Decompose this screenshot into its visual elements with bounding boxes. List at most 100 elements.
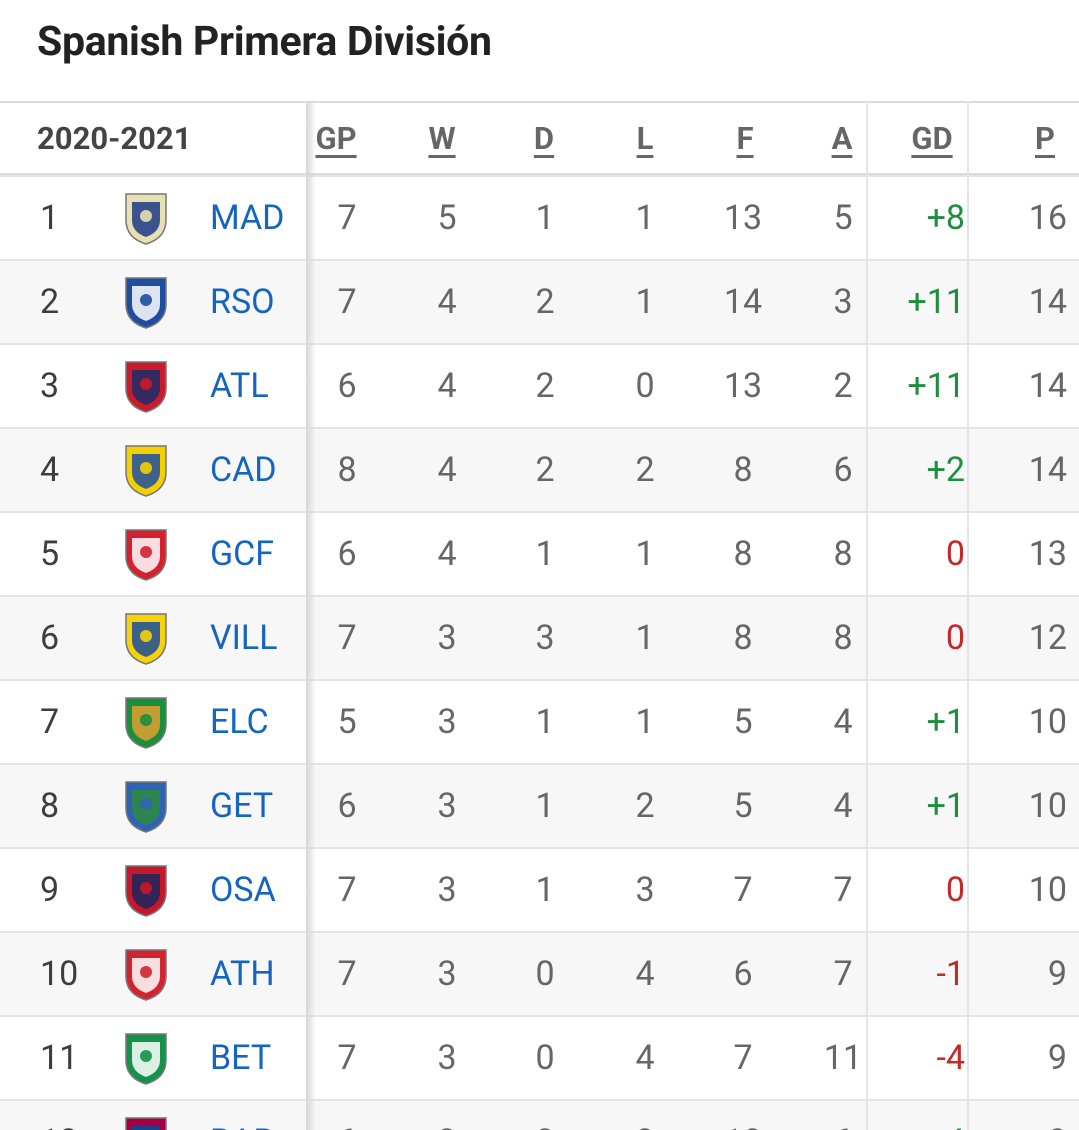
osasuna-crest-icon[interactable] (118, 849, 174, 931)
villarreal-crest-icon[interactable] (118, 597, 174, 679)
header-d[interactable]: D (533, 119, 555, 157)
betis-crest-icon[interactable] (118, 1017, 174, 1099)
stat-a: 7 (833, 954, 853, 994)
header-gp[interactable]: GP (315, 119, 357, 157)
rank: 2 (40, 282, 60, 322)
stat-gd: +8 (926, 198, 965, 238)
team-abbr-link[interactable]: CAD (210, 450, 277, 490)
stat-gd: 0 (945, 618, 965, 658)
real-madrid-crest-icon[interactable] (118, 177, 174, 259)
stat-gd: +1 (926, 786, 965, 826)
header-f[interactable]: F (736, 119, 754, 157)
stat-gp: 6 (337, 534, 357, 574)
stat-f: 8 (733, 618, 753, 658)
stat-gp: 7 (337, 198, 357, 238)
athletic-crest-icon[interactable] (118, 933, 174, 1015)
elche-crest-icon[interactable] (118, 681, 174, 763)
stat-gd: +11 (907, 282, 965, 322)
standings-table: 2020-2021 GP W D L F A GD P 1 MAD 7 5 1 1 13 5 +… (0, 101, 1079, 1130)
stat-gp: 8 (337, 450, 357, 490)
team-abbr-link[interactable]: OSA (210, 870, 276, 910)
stat-l: 2 (635, 786, 655, 826)
stat-w: 3 (437, 1038, 457, 1078)
table-header: 2020-2021 GP W D L F A GD P (0, 101, 1079, 175)
rank: 11 (40, 1038, 79, 1078)
cadiz-crest-icon[interactable] (118, 429, 174, 511)
stat-f: 8 (733, 450, 753, 490)
stat-gd: -4 (936, 1038, 965, 1078)
table-row[interactable]: 12 BAR 6 2 2 2 10 6 +4 8 (0, 1099, 1079, 1130)
stat-a: 8 (833, 618, 853, 658)
stat-d: 2 (535, 366, 555, 406)
stat-w: 4 (437, 534, 457, 574)
team-abbr-link[interactable]: BAR (210, 1101, 274, 1130)
stat-w: 4 (437, 450, 457, 490)
header-a[interactable]: A (831, 119, 853, 157)
table-row[interactable]: 8 GET 6 3 1 2 5 4 +1 10 (0, 763, 1079, 847)
table-row[interactable]: 5 GCF 6 4 1 1 8 8 0 13 (0, 511, 1079, 595)
stat-p: 14 (1028, 366, 1067, 406)
atletico-crest-icon[interactable] (118, 345, 174, 427)
team-abbr-link[interactable]: RSO (210, 282, 275, 322)
stat-gd: +1 (926, 702, 965, 742)
stat-gd: +2 (926, 450, 965, 490)
team-abbr-link[interactable]: MAD (210, 198, 285, 238)
team-abbr-link[interactable]: ATH (210, 954, 275, 994)
stat-l: 1 (635, 702, 655, 742)
table-row[interactable]: 1 MAD 7 5 1 1 13 5 +8 16 (0, 175, 1079, 259)
table-row[interactable]: 9 OSA 7 3 1 3 7 7 0 10 (0, 847, 1079, 931)
stat-l: 1 (635, 618, 655, 658)
rank: 8 (40, 786, 60, 826)
stat-p: 14 (1028, 282, 1067, 322)
stat-d: 1 (535, 870, 555, 910)
stat-gd: +11 (907, 366, 965, 406)
header-l[interactable]: L (636, 119, 654, 157)
header-gd[interactable]: GD (911, 119, 953, 157)
granada-crest-icon[interactable] (118, 513, 174, 595)
header-w[interactable]: W (428, 119, 456, 157)
table-row[interactable]: 7 ELC 5 3 1 1 5 4 +1 10 (0, 679, 1079, 763)
stat-p: 10 (1028, 786, 1067, 826)
table-row[interactable]: 6 VILL 7 3 3 1 8 8 0 12 (0, 595, 1079, 679)
stat-p: 9 (1047, 1038, 1067, 1078)
rank: 1 (40, 198, 60, 238)
team-abbr-link[interactable]: BET (210, 1038, 272, 1078)
header-p[interactable]: P (1035, 119, 1055, 157)
stat-gp: 6 (337, 786, 357, 826)
stat-p: 10 (1028, 870, 1067, 910)
table-row[interactable]: 3 ATL 6 4 2 0 13 2 +11 14 (0, 343, 1079, 427)
getafe-crest-icon[interactable] (118, 765, 174, 847)
stat-d: 0 (535, 954, 555, 994)
stat-p: 14 (1028, 450, 1067, 490)
stat-gd: -1 (936, 954, 965, 994)
season-label: 2020-2021 (37, 119, 192, 157)
team-abbr-link[interactable]: ELC (210, 702, 269, 742)
real-sociedad-crest-icon[interactable] (118, 261, 174, 343)
stat-gp: 7 (337, 618, 357, 658)
team-abbr-link[interactable]: GET (210, 786, 274, 826)
stat-w: 2 (417, 1101, 477, 1130)
team-abbr-link[interactable]: VILL (210, 618, 278, 658)
stat-w: 3 (437, 954, 457, 994)
column-divider (967, 101, 969, 1130)
table-row[interactable]: 10 ATH 7 3 0 4 6 7 -1 9 (0, 931, 1079, 1015)
rank: 12 (40, 1101, 80, 1130)
team-abbr-link[interactable]: GCF (210, 534, 275, 574)
stat-gd: 0 (945, 870, 965, 910)
stat-a: 8 (833, 534, 853, 574)
table-row[interactable]: 2 RSO 7 4 2 1 14 3 +11 14 (0, 259, 1079, 343)
page-title: Spanish Primera División (37, 18, 492, 66)
team-abbr-link[interactable]: ATL (210, 366, 269, 406)
stat-a: 4 (833, 786, 853, 826)
table-row[interactable]: 4 CAD 8 4 2 2 8 6 +2 14 (0, 427, 1079, 511)
stat-gp: 7 (337, 282, 357, 322)
barcelona-crest-icon[interactable] (118, 1101, 174, 1130)
stat-gp: 7 (337, 954, 357, 994)
stat-l: 4 (635, 1038, 655, 1078)
stat-d: 1 (535, 534, 555, 574)
stat-w: 4 (437, 366, 457, 406)
rank: 6 (40, 618, 60, 658)
table-row[interactable]: 11 BET 7 3 0 4 7 11 -4 9 (0, 1015, 1079, 1099)
stat-l: 0 (635, 366, 655, 406)
stat-l: 1 (635, 534, 655, 574)
